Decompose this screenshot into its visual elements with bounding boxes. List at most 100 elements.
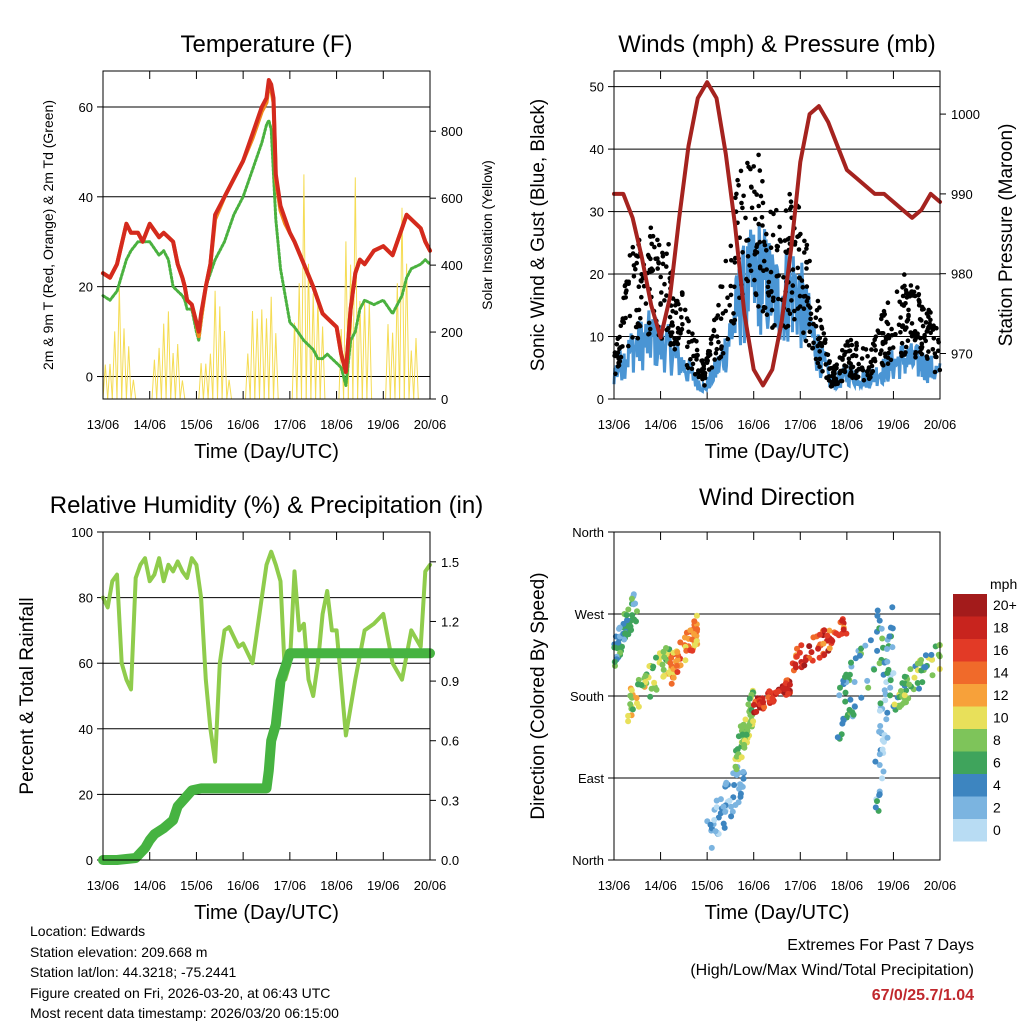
temp-xtick-label: 20/06 xyxy=(414,417,447,432)
direction-point xyxy=(620,620,627,627)
direction-point xyxy=(760,699,767,706)
direction-point xyxy=(815,645,822,652)
station-elevation: Station elevation: 209.668 m xyxy=(30,943,208,960)
gust-point xyxy=(737,295,742,301)
gust-point xyxy=(912,293,918,299)
direction-point xyxy=(650,663,657,670)
rh-y2tick-label: 0.9 xyxy=(441,674,459,689)
gust-point xyxy=(899,353,905,359)
gust-point xyxy=(807,321,812,327)
direction-point xyxy=(731,782,738,788)
gust-point xyxy=(712,357,717,362)
gust-point xyxy=(702,383,707,388)
gust-point xyxy=(694,347,700,353)
gust-point xyxy=(893,332,898,337)
gust-point xyxy=(926,307,931,313)
solar-insolation-spike xyxy=(403,263,410,400)
figure-created: Figure created on Fri, 2026-03-20, at 06… xyxy=(30,984,331,1001)
solar-insolation-spike xyxy=(125,346,132,400)
gust-point xyxy=(691,353,696,359)
gust-point xyxy=(817,356,823,362)
gust-point xyxy=(670,296,676,301)
gust-point xyxy=(627,253,633,258)
direction-point xyxy=(876,660,883,667)
direction-point xyxy=(773,689,780,696)
gust-point xyxy=(898,315,903,320)
direction-point xyxy=(622,630,629,637)
gust-point xyxy=(909,321,915,326)
gust-point xyxy=(777,237,783,243)
colorbar-swatch xyxy=(953,616,987,639)
gust-point xyxy=(813,356,819,362)
gust-point xyxy=(761,239,767,245)
direction-point xyxy=(850,711,857,718)
direction-point xyxy=(786,681,793,688)
direction-point xyxy=(741,741,748,748)
gust-point xyxy=(924,311,930,316)
direction-point xyxy=(780,685,786,692)
gust-point xyxy=(725,295,730,301)
temp-y2tick-label: 800 xyxy=(441,124,463,139)
gust-point xyxy=(864,369,870,374)
dir-ytick-label: North xyxy=(572,853,604,868)
gust-point xyxy=(873,334,879,340)
gust-point xyxy=(830,379,836,385)
direction-point xyxy=(691,631,697,637)
dir-frame xyxy=(613,531,941,861)
gust-point xyxy=(889,333,895,338)
direction-point xyxy=(660,666,667,673)
rh-ytick-label: 100 xyxy=(71,525,93,540)
direction-point xyxy=(874,798,880,805)
gust-point xyxy=(764,312,770,318)
gust-point xyxy=(880,341,886,347)
dir-xtick-label: 16/06 xyxy=(737,878,770,893)
gust-point xyxy=(649,241,654,247)
colorbar-label: 20+ xyxy=(993,597,1017,613)
gust-point xyxy=(660,261,666,267)
gust-point xyxy=(820,369,825,374)
direction-point xyxy=(728,813,735,820)
gust-point xyxy=(664,327,670,333)
direction-point xyxy=(890,670,897,677)
direction-point xyxy=(833,630,840,637)
temp-y2tick-label: 0 xyxy=(441,392,448,407)
gust-point xyxy=(648,225,654,231)
temperature-panel: Temperature (F) 13/06 14/06 15/06 16/06 17/06… xyxy=(40,31,495,463)
direction-point xyxy=(839,617,846,624)
gust-point xyxy=(900,323,906,328)
dir-title: Wind Direction xyxy=(699,484,855,511)
gust-point xyxy=(623,290,629,296)
gust-point xyxy=(668,342,673,348)
gust-point xyxy=(635,321,641,326)
wind-frame xyxy=(613,70,941,400)
gust-point xyxy=(781,275,786,280)
direction-point xyxy=(746,695,753,702)
wind-title: Winds (mph) & Pressure (mb) xyxy=(618,31,935,58)
solar-insolation-spike xyxy=(107,363,113,400)
direction-point xyxy=(802,657,809,664)
gust-point xyxy=(838,368,843,374)
solar-insolation-spike xyxy=(413,337,419,400)
gust-point xyxy=(646,332,651,337)
direction-point xyxy=(736,785,743,792)
direction-point xyxy=(874,647,881,654)
solar-insolation-spike xyxy=(221,330,228,400)
direction-point xyxy=(884,734,891,741)
gust-point xyxy=(803,338,809,344)
direction-point xyxy=(793,653,800,660)
gust-point xyxy=(719,284,725,290)
gust-point xyxy=(618,323,624,329)
gust-point xyxy=(792,308,797,314)
direction-point xyxy=(673,662,680,669)
gust-point xyxy=(704,356,709,362)
rh-xtick-label: 16/06 xyxy=(227,878,260,893)
direction-point xyxy=(882,697,889,704)
gust-point xyxy=(903,301,908,306)
colorbar-swatch xyxy=(953,706,987,729)
gust-point xyxy=(775,244,781,249)
gust-point xyxy=(897,299,902,305)
gust-point xyxy=(685,365,691,371)
gust-point xyxy=(612,350,618,355)
gust-point xyxy=(623,315,628,321)
